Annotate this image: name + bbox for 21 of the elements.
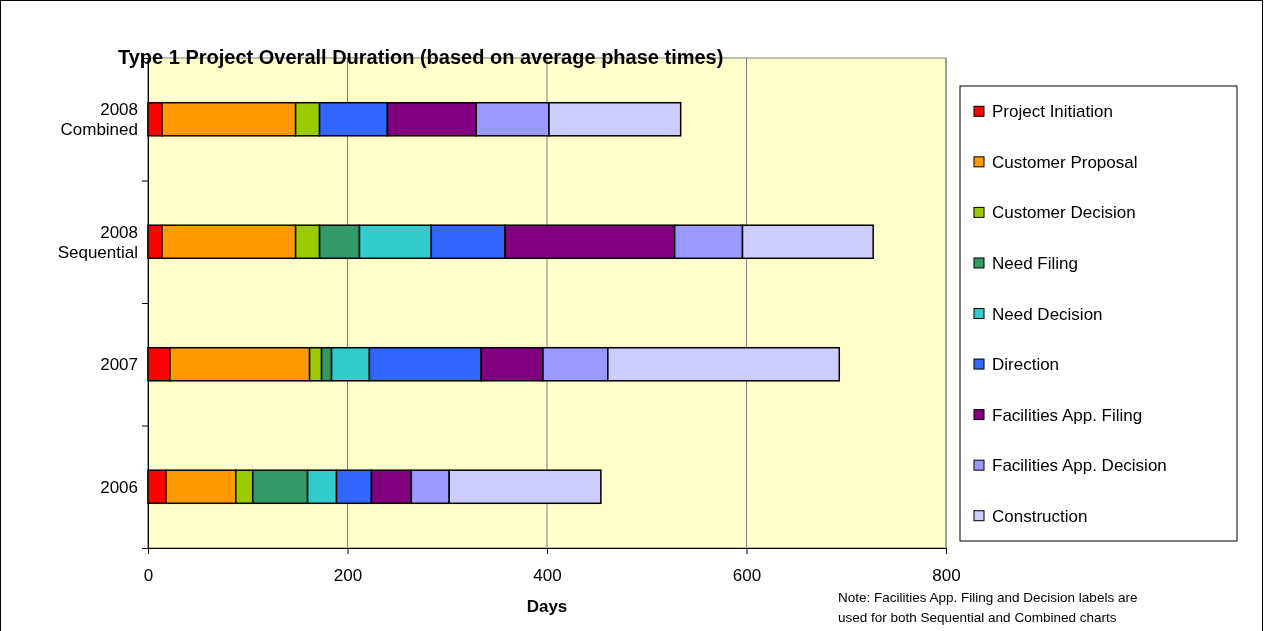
x-tick-label: 800 xyxy=(932,565,961,585)
x-tick-label: 0 xyxy=(143,565,154,585)
x-tick-label: 600 xyxy=(732,565,762,585)
y-tick-label: 2008 Sequential xyxy=(57,222,138,262)
legend-label: Direction xyxy=(992,355,1060,375)
y-tick-label: 2007 xyxy=(100,355,138,375)
y-tick-label: 2008 Combined xyxy=(60,100,138,140)
legend-label: Construction xyxy=(992,506,1088,526)
x-axis-title: Days xyxy=(526,597,568,616)
x-tick-label: 400 xyxy=(533,565,562,585)
chart-title: Type 1 Project Overall Duration (based on average phase times) xyxy=(118,46,724,68)
text: Note: Facilities App. Filing and Decision labels are used for both Sequential and Combined charts xyxy=(838,590,1138,625)
legend-label: Project Initiation xyxy=(992,102,1113,122)
legend-label: Facilities App. Decision xyxy=(992,456,1167,476)
legend-label: Customer Proposal xyxy=(992,152,1138,172)
legend-label: Customer Decision xyxy=(992,203,1136,223)
x-tick-label: 200 xyxy=(333,565,363,585)
legend-label: Need Decision xyxy=(992,304,1103,324)
legend-label: Facilities App. Filing xyxy=(992,405,1143,425)
legend-label: Need Filing xyxy=(992,253,1078,273)
y-tick-label: 2006 xyxy=(100,477,138,497)
